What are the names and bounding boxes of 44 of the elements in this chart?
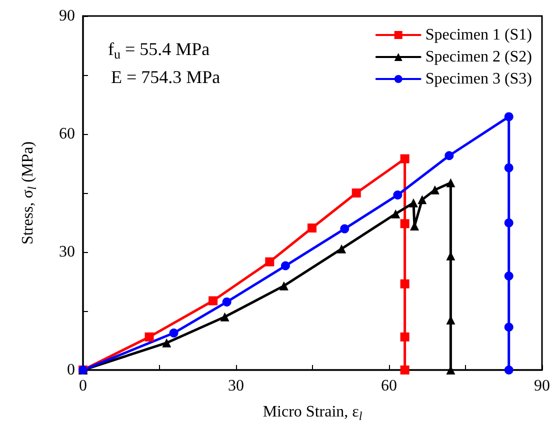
point (352, 188, 361, 198)
y-tick-label: 60 (59, 126, 75, 142)
point (430, 185, 440, 194)
annotation: E = 754.3 MPa (111, 67, 220, 87)
point (162, 338, 172, 348)
point (208, 296, 218, 306)
x-tick-label: 30 (228, 378, 244, 394)
point (391, 209, 400, 218)
y-tick-label: 30 (59, 244, 75, 260)
point (400, 279, 410, 288)
point (446, 178, 456, 188)
point (504, 271, 514, 280)
legend-label: Specimen 2 (S2) (425, 48, 532, 66)
point (400, 366, 410, 374)
legend-label: Specimen 1 (S1) (425, 26, 532, 44)
y-axis-title: Stress, σl (MPa) (20, 141, 39, 245)
point (408, 198, 418, 208)
x-tick-label: 60 (381, 378, 397, 394)
point (400, 219, 410, 228)
point (418, 195, 427, 204)
point (279, 281, 288, 290)
point (400, 154, 410, 164)
point (144, 332, 154, 342)
point (400, 332, 410, 342)
point (169, 328, 178, 338)
point (340, 224, 350, 234)
x-tick-label: 0 (79, 378, 87, 394)
y-tick-label: 90 (59, 8, 75, 24)
point (337, 244, 346, 254)
y-tick-label: 0 (67, 362, 75, 378)
legend-label: Specimen 3 (S3) (425, 70, 532, 88)
point (265, 257, 274, 266)
point (393, 190, 402, 200)
point (504, 112, 514, 122)
point (504, 366, 514, 374)
point (222, 297, 232, 306)
point (504, 163, 514, 172)
point (280, 261, 290, 270)
x-tick-label: 90 (534, 378, 550, 394)
point (504, 218, 514, 228)
point (307, 224, 316, 233)
point (504, 322, 514, 332)
point (220, 312, 230, 322)
point (444, 151, 454, 160)
